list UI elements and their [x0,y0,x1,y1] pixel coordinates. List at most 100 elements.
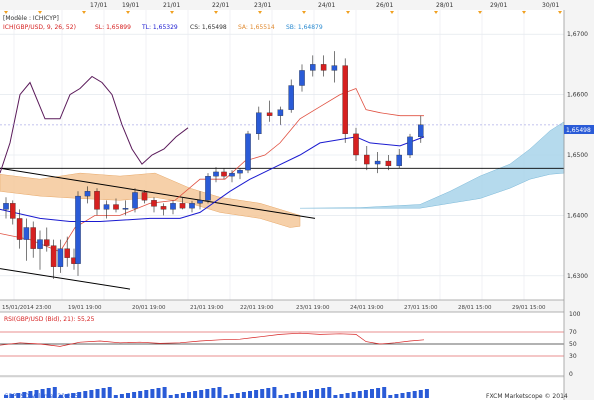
volume-bar [199,390,204,398]
candle-body [320,64,327,71]
candle-body [266,112,273,116]
time-label: 24/01 19:00 [350,305,384,311]
y-tick-label: 1,6600 [567,92,588,99]
volume-bar [58,395,63,398]
volume-bar [101,388,106,398]
y-tick-label: 1,6400 [567,212,588,219]
volume-bar [370,389,374,398]
volume-bar [126,393,130,398]
volume-bar [302,391,307,398]
time-label: 19/01 19:00 [68,305,102,311]
candle-body [44,239,50,246]
session-marker [478,11,482,14]
volume-bar [46,388,51,398]
volume-bar [40,389,45,398]
candle-body [396,154,402,167]
session-marker [258,11,262,14]
session-marker [522,11,526,14]
candle-body [310,64,316,71]
volume-bar [272,387,277,398]
volume-bar [394,394,399,398]
volume-bar [119,394,124,398]
candle-body [64,248,70,258]
date-label: 19/01 [122,2,139,9]
volume-bar [290,393,295,398]
rsi-tick-label: 50 [569,341,577,348]
sl-value: SL: 1,65899 [95,24,131,31]
copyright-label: FXCM Marketscope © 2014 [486,393,568,400]
volume-bar [150,389,155,398]
volume-bar [339,394,344,398]
time-label: 23/01 19:00 [296,305,330,311]
candle-body [50,245,57,267]
volume-bar [284,394,289,398]
rsi-line [0,332,425,347]
candle-body [385,160,392,167]
rsi-label: RSI(GBP/USD (Bid), 21): 55,25 [4,316,95,323]
time-label: 22/01 19:00 [240,305,274,311]
candle-body [37,239,43,249]
session-marker [38,11,42,14]
candle-body [197,200,203,204]
session-marker [4,11,8,14]
trendline-lower [0,268,131,290]
rsi-tick-label: 100 [569,311,581,318]
candle-body [407,136,413,156]
volume-bar [205,389,210,398]
session-marker [126,11,130,14]
candle-body [179,203,186,209]
candle-body [84,191,91,197]
volume-bar [327,387,332,398]
candle-body [229,172,235,177]
candle-body [151,200,157,207]
y-tick-label: 1,6700 [567,31,588,38]
candle-body [94,191,100,210]
candle-body [331,65,338,71]
rsi-tick-label: 70 [569,329,577,336]
candle-body [364,154,370,165]
candle-body [288,85,294,110]
chikou-span [0,75,189,174]
ichimoku-name: ICH(GBP/USD, 9, 26, 52) [3,24,76,31]
candle-body [122,208,129,210]
candle-body [23,227,30,240]
candle-body [353,133,359,156]
time-label: 21/01 19:00 [190,305,224,311]
session-marker [302,11,306,14]
rsi-tick-label: 0 [569,371,573,378]
sa-value: SA: 1,65514 [238,24,275,31]
session-marker [558,11,562,14]
candle-body [256,112,262,135]
volume-bar [71,393,76,398]
candle-body [160,206,167,210]
volume-bar [241,392,246,398]
volume-bar [193,391,198,398]
current-price-tag [564,125,594,134]
candle-body [221,171,227,177]
volume-bar [156,388,161,398]
candle-body [75,195,81,264]
volume-bar [351,392,356,398]
volume-bar [95,389,100,398]
candle-body [205,175,211,201]
trendline-upper [0,167,316,219]
session-marker [346,11,350,14]
volume-bar [217,387,222,398]
tl-value: TL: 1,65329 [141,24,178,31]
session-marker [434,11,438,14]
volume-bar [333,395,338,398]
volume-bar [28,391,33,398]
candle-body [30,227,36,249]
volume-bar [400,393,405,398]
volume-bar [345,393,350,398]
volume-bar [187,392,191,398]
volume-bar [235,393,240,398]
time-label: 20/01 19:00 [132,305,166,311]
candle-body [113,204,119,210]
volume-bar [418,390,423,398]
volume-bar [211,388,216,398]
volume-bar [77,392,82,398]
